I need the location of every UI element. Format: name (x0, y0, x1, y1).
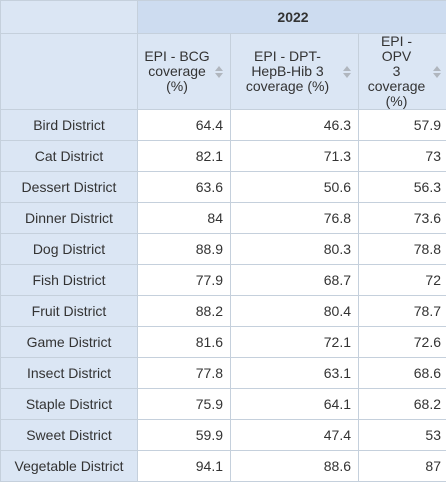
table-body: Bird District 64.4 46.3 57.9 Cat District 82.… (0, 109, 446, 482)
sort-ascending-icon (215, 65, 223, 71)
column-header-label: EPI - BCG coverage (%) (144, 49, 210, 94)
table-row: Bird District 64.4 46.3 57.9 (0, 109, 446, 141)
row-header[interactable]: Vegetable District (0, 450, 138, 482)
sort-ascending-icon (343, 65, 351, 71)
sort-descending-icon (343, 72, 351, 78)
row-header[interactable]: Staple District (0, 388, 138, 420)
year-header[interactable]: 2022 (137, 0, 446, 34)
table-cell[interactable]: 80.3 (230, 233, 359, 265)
table-cell[interactable]: 59.9 (137, 419, 231, 451)
corner-cell-lower (0, 33, 138, 110)
column-header-line: HepB-Hib 3 (251, 63, 324, 79)
table-cell[interactable]: 68.7 (230, 264, 359, 296)
column-header-line: (%) (385, 93, 408, 109)
corner-cell (0, 0, 138, 34)
column-header-line: EPI - DPT- (254, 48, 321, 64)
sort-icon[interactable] (432, 65, 442, 78)
table-cell[interactable]: 75.9 (137, 388, 231, 420)
table-cell[interactable]: 50.6 (230, 171, 359, 203)
table-cell[interactable]: 80.4 (230, 295, 359, 327)
column-header-label: EPI - OPV 3 coverage (%) (365, 34, 428, 109)
table-row: Insect District 77.8 63.1 68.6 (0, 357, 446, 389)
table-cell[interactable]: 73 (358, 140, 446, 172)
table-cell[interactable]: 71.3 (230, 140, 359, 172)
table-cell[interactable]: 64.4 (137, 109, 231, 141)
table-cell[interactable]: 56.3 (358, 171, 446, 203)
column-header-line: EPI - BCG (144, 48, 210, 64)
row-header[interactable]: Cat District (0, 140, 138, 172)
table-cell[interactable]: 68.2 (358, 388, 446, 420)
row-header[interactable]: Fish District (0, 264, 138, 296)
table-cell[interactable]: 73.6 (358, 202, 446, 234)
column-header-line: coverage (367, 78, 426, 94)
table-cell[interactable]: 72.6 (358, 326, 446, 358)
sort-descending-icon (433, 72, 441, 78)
table-cell[interactable]: 72.1 (230, 326, 359, 358)
column-header-1[interactable]: EPI - BCG coverage (%) (137, 33, 231, 110)
table-row: Fish District 77.9 68.7 72 (0, 264, 446, 296)
table-cell[interactable]: 57.9 (358, 109, 446, 141)
table-cell[interactable]: 63.6 (137, 171, 231, 203)
table-cell[interactable]: 88.6 (230, 450, 359, 482)
table-cell[interactable]: 78.8 (358, 233, 446, 265)
column-header-line: coverage (148, 63, 206, 79)
table-row: Dinner District 84 76.8 73.6 (0, 202, 446, 234)
table-cell[interactable]: 78.7 (358, 295, 446, 327)
table-cell[interactable]: 64.1 (230, 388, 359, 420)
table-row: Staple District 75.9 64.1 68.2 (0, 388, 446, 420)
row-header[interactable]: Bird District (0, 109, 138, 141)
table-row: Sweet District 59.9 47.4 53 (0, 419, 446, 451)
table-cell[interactable]: 77.8 (137, 357, 231, 389)
row-header[interactable]: Game District (0, 326, 138, 358)
table-row: Cat District 82.1 71.3 73 (0, 140, 446, 172)
table-row: Dessert District 63.6 50.6 56.3 (0, 171, 446, 203)
table-cell[interactable]: 72 (358, 264, 446, 296)
table-cell[interactable]: 68.6 (358, 357, 446, 389)
row-header[interactable]: Dinner District (0, 202, 138, 234)
year-header-row: 2022 (0, 0, 446, 34)
column-header-line: (%) (166, 78, 188, 94)
table-cell[interactable]: 53 (358, 419, 446, 451)
table-cell[interactable]: 77.9 (137, 264, 231, 296)
column-header-line: coverage (%) (245, 78, 330, 94)
table-row: Game District 81.6 72.1 72.6 (0, 326, 446, 358)
sort-ascending-icon (433, 65, 441, 71)
table-cell[interactable]: 63.1 (230, 357, 359, 389)
table-cell[interactable]: 88.2 (137, 295, 231, 327)
column-header-3[interactable]: EPI - OPV 3 coverage (%) (358, 33, 446, 110)
table-row: Vegetable District 94.1 88.6 87 (0, 450, 446, 482)
table-row: Fruit District 88.2 80.4 78.7 (0, 295, 446, 327)
table-cell[interactable]: 76.8 (230, 202, 359, 234)
table-cell[interactable]: 88.9 (137, 233, 231, 265)
table-cell[interactable]: 82.1 (137, 140, 231, 172)
column-header-line: 3 (392, 63, 401, 79)
table-cell[interactable]: 47.4 (230, 419, 359, 451)
table-row: Dog District 88.9 80.3 78.8 (0, 233, 446, 265)
table-cell[interactable]: 84 (137, 202, 231, 234)
row-header[interactable]: Fruit District (0, 295, 138, 327)
row-header[interactable]: Sweet District (0, 419, 138, 451)
sort-descending-icon (215, 72, 223, 78)
table-cell[interactable]: 87 (358, 450, 446, 482)
sort-icon[interactable] (342, 65, 352, 78)
table-cell[interactable]: 94.1 (137, 450, 231, 482)
column-header-2[interactable]: EPI - DPT- HepB-Hib 3 coverage (%) (230, 33, 359, 110)
column-header-row: EPI - BCG coverage (%) EPI - DPT- HepB-Hib 3… (0, 33, 446, 110)
row-header[interactable]: Dog District (0, 233, 138, 265)
table-cell[interactable]: 46.3 (230, 109, 359, 141)
sort-icon[interactable] (214, 65, 224, 78)
table-cell[interactable]: 81.6 (137, 326, 231, 358)
column-header-line: EPI - OPV (380, 33, 413, 64)
row-header[interactable]: Dessert District (0, 171, 138, 203)
row-header[interactable]: Insect District (0, 357, 138, 389)
column-header-label: EPI - DPT- HepB-Hib 3 coverage (%) (237, 49, 338, 94)
